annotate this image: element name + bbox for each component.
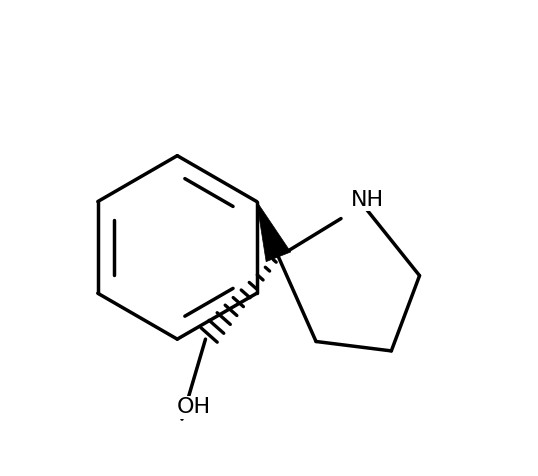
Polygon shape: [257, 201, 291, 262]
Text: OH: OH: [176, 397, 211, 417]
Text: NH: NH: [351, 190, 384, 210]
